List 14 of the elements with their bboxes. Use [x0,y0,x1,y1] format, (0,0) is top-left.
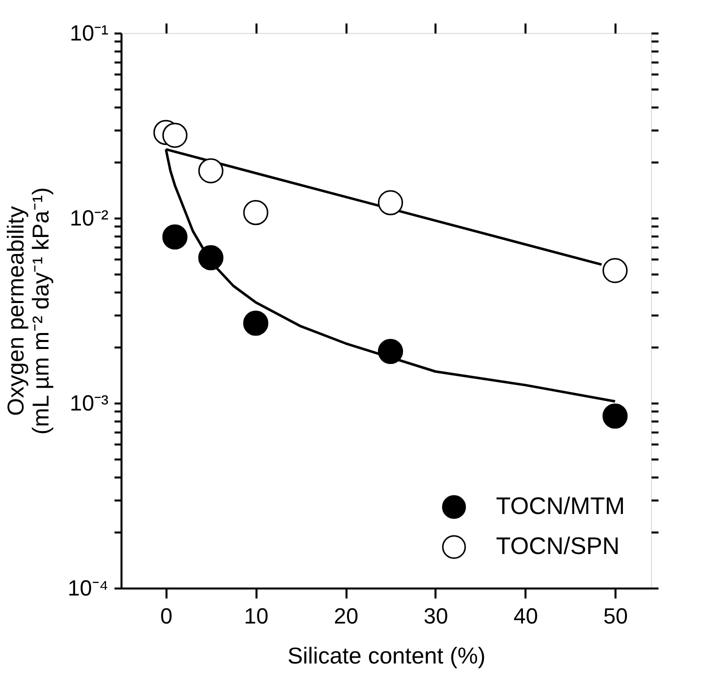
y-tick-label: 10⁻² [70,206,108,230]
y-tick-label: 10⁻¹ [70,20,108,46]
y-tick-label: 10⁻⁴ [68,576,108,600]
y-tick-label: 10⁻³ [70,390,108,416]
x-tick-label: 30 [424,604,448,628]
legend-label: TOCN/MTM [496,493,625,520]
x-tick-label: 0 [160,604,173,628]
x-tick-label: 20 [334,604,358,628]
x-tick-label: 10 [244,604,268,628]
x-tick-label: 50 [603,604,628,628]
x-axis-title: Silicate content (%) [287,642,486,668]
x-tick-label: 40 [513,604,538,628]
y-axis-title: Oxygen permeability (mL µm m⁻² day⁻¹ kPa⁻¹) [2,187,54,435]
legend-label: TOCN/SPN [496,533,620,560]
